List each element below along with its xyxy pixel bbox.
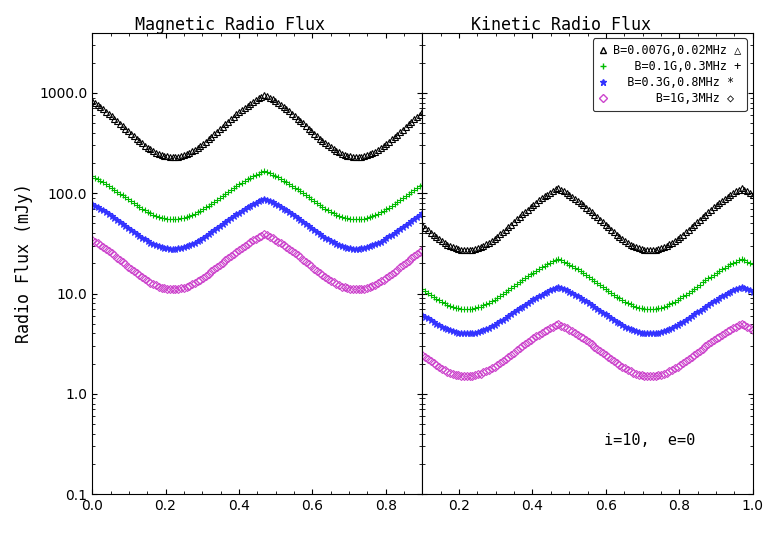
Text: i=10,  e=0: i=10, e=0 — [604, 433, 695, 448]
Y-axis label: Radio Flux (mJy): Radio Flux (mJy) — [15, 184, 34, 343]
Text: Kinetic Radio Flux: Kinetic Radio Flux — [471, 16, 650, 34]
Text: Magnetic Radio Flux: Magnetic Radio Flux — [135, 16, 326, 34]
Legend: B=0.007G,0.02MHz △,    B=0.1G,0.3MHz +,   B=0.3G,0.8MHz *,       B=1G,3MHz ◇: B=0.007G,0.02MHz △, B=0.1G,0.3MHz +, B=0… — [593, 39, 746, 111]
